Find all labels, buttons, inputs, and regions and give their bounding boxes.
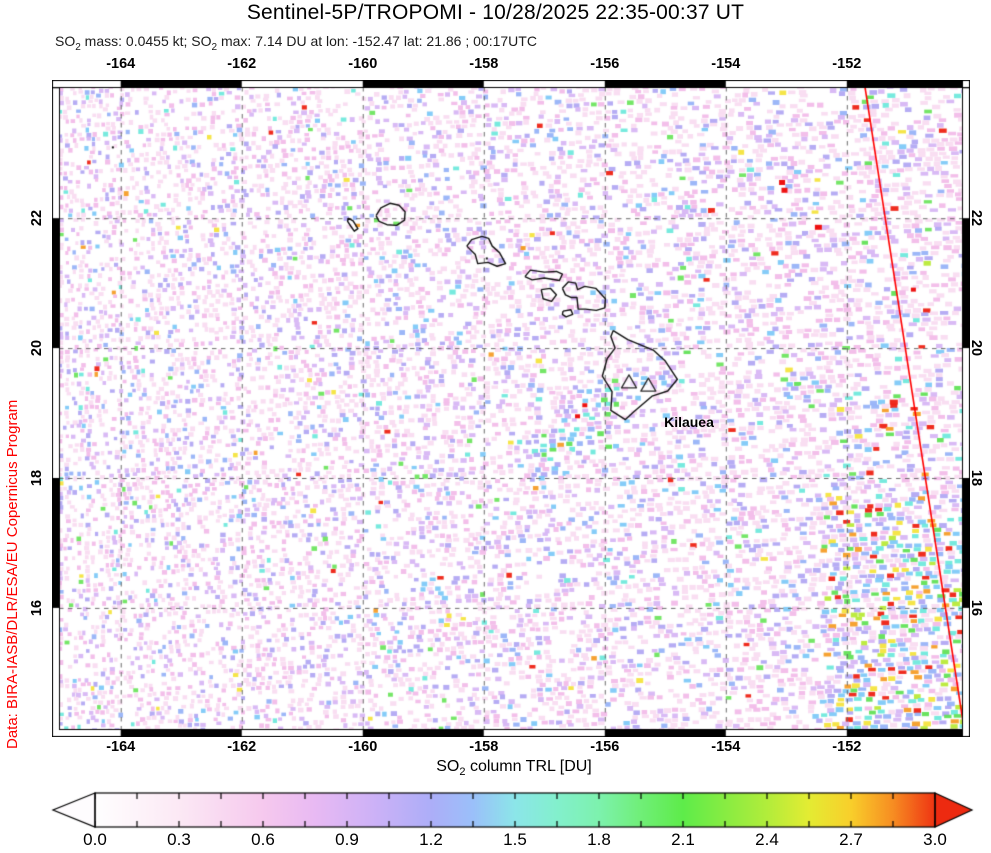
colorbar-canvas [50,789,975,829]
axis-tick-label: 22 [29,210,45,227]
data-credit-text: Data: BIRA-IASB/DLR/ESA/EU Copernicus Pr… [4,399,21,749]
axis-tick-label: 18 [968,469,984,487]
axis-tick-label: -152 [832,739,862,755]
axis-tick-label: 20 [29,340,45,357]
axis-tick-label: -158 [469,739,499,755]
axis-tick-label: 16 [968,599,984,616]
colorbar-tick-label: 2.7 [839,830,863,849]
colorbar-tick-label: 2.4 [755,830,779,849]
colorbar-tick-label: 1.8 [587,830,611,849]
page-title: Sentinel-5P/TROPOMI - 10/28/2025 22:35-0… [246,1,745,24]
axis-tick-label: -154 [711,56,741,72]
axis-tick-label: 20 [968,340,984,357]
axis-tick-label: -164 [106,56,136,72]
colorbar-tick-label: 0.9 [335,830,359,849]
kilauea-label: Kilauea [664,414,714,431]
so2-map-canvas [52,80,970,737]
axis-tick-label: -160 [348,739,378,755]
axis-tick-label: -158 [469,56,499,72]
subtitle-text: SO [55,33,76,49]
colorbar-tick-label: 0.6 [251,830,275,849]
axis-tick-label: -164 [106,739,136,755]
subtitle: SO2 mass: 0.0455 kt; SO2 max: 7.14 DU at… [55,33,537,53]
axis-tick-label: -152 [832,56,862,72]
colorbar-title: SO2 column TRL [DU] [436,758,592,779]
axis-tick-label: -154 [711,739,741,755]
colorbar-tick-label: 1.2 [419,830,443,849]
colorbar-tick-label: 2.1 [671,830,695,849]
axis-tick-label: 18 [29,469,45,487]
colorbar-tick-label: 1.5 [503,830,527,849]
colorbar-tick-label: 0.0 [83,830,107,849]
axis-tick-label: -156 [590,739,620,755]
axis-tick-label: -162 [227,56,257,72]
colorbar-tick-label: 0.3 [167,830,191,849]
axis-tick-label: -160 [348,56,378,72]
axis-tick-label: 16 [29,599,45,616]
axis-tick-label: -156 [590,56,620,72]
colorbar-tick-label: 3.0 [923,830,947,849]
axis-tick-label: -162 [227,739,257,755]
axis-tick-label: 22 [968,210,984,227]
